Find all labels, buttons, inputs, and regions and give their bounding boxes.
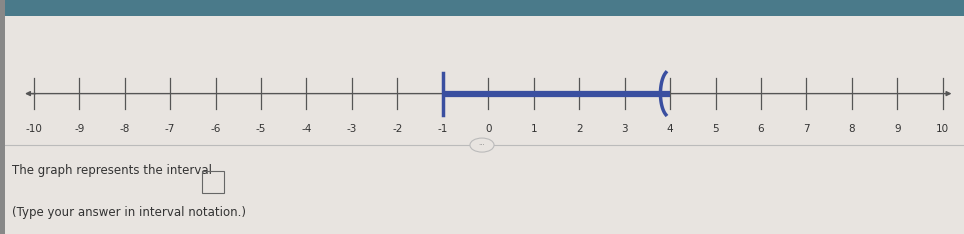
Text: 4: 4 (667, 124, 674, 134)
Text: -2: -2 (392, 124, 403, 134)
Text: -1: -1 (438, 124, 448, 134)
Text: -8: -8 (120, 124, 130, 134)
Text: 0: 0 (485, 124, 492, 134)
Text: -4: -4 (302, 124, 311, 134)
Text: 5: 5 (712, 124, 719, 134)
Text: 1: 1 (530, 124, 537, 134)
Text: ···: ··· (478, 142, 486, 148)
Text: -9: -9 (74, 124, 85, 134)
Text: 6: 6 (758, 124, 764, 134)
Text: 9: 9 (894, 124, 900, 134)
Text: 2: 2 (576, 124, 582, 134)
Text: 3: 3 (622, 124, 628, 134)
Text: 8: 8 (848, 124, 855, 134)
Ellipse shape (470, 138, 495, 152)
Text: The graph represents the interval: The graph represents the interval (12, 164, 211, 177)
Text: -6: -6 (210, 124, 221, 134)
Text: Express the graph shown in color using interval notation. Also express the graph: Express the graph shown in color using i… (12, 6, 623, 16)
Text: (Type your answer in interval notation.): (Type your answer in interval notation.) (12, 206, 246, 219)
Text: 7: 7 (803, 124, 810, 134)
Text: -3: -3 (347, 124, 357, 134)
Text: -7: -7 (165, 124, 175, 134)
Text: -5: -5 (255, 124, 266, 134)
Text: 10: 10 (936, 124, 950, 134)
Text: -10: -10 (25, 124, 42, 134)
